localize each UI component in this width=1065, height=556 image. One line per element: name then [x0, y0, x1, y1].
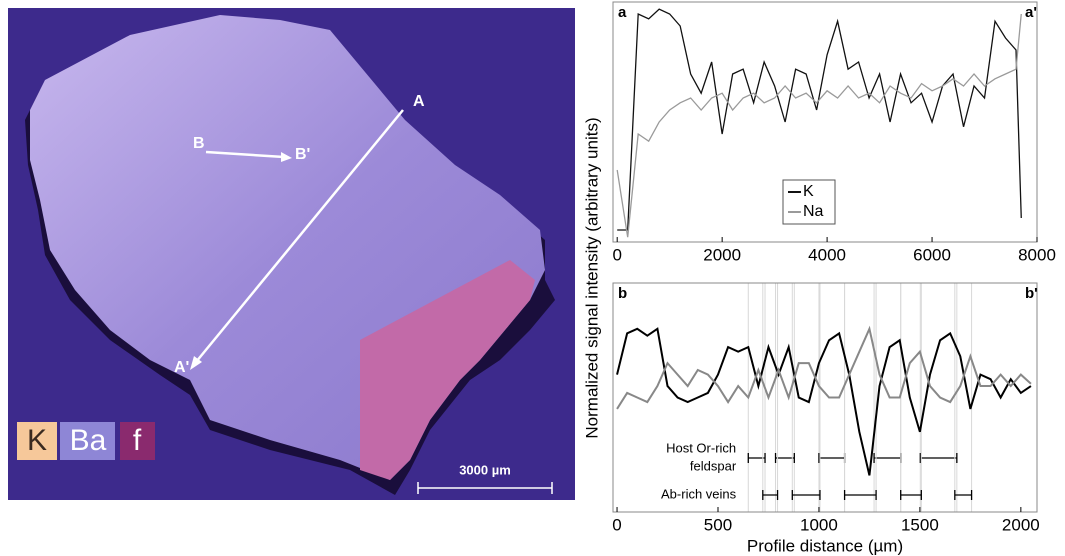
- series-line: [616, 327, 1032, 476]
- x-tick-label: 1000: [800, 515, 838, 534]
- x-tick-label: 4000: [808, 245, 846, 264]
- legend-box: [782, 179, 836, 225]
- arrowhead: [190, 356, 202, 370]
- interval-bracket: [774, 453, 795, 463]
- interval-bracket: [747, 453, 766, 463]
- legend-label: Na: [803, 203, 824, 220]
- scale-label: 3000 µm: [459, 462, 511, 477]
- interval-bracket: [919, 453, 958, 463]
- point-label: B': [295, 146, 310, 163]
- panel-label: b: [618, 285, 627, 302]
- interval-bracket: [762, 490, 779, 500]
- interval-bracket: [954, 490, 973, 500]
- legend-label: K: [27, 424, 47, 457]
- panel-label: a': [1025, 4, 1037, 21]
- series-line: [617, 8, 1022, 231]
- interval-label: feldspar: [690, 458, 737, 473]
- interval-label: Ab-rich veins: [661, 486, 737, 501]
- profile-a: [195, 109, 404, 363]
- x-tick-label: 8000: [1018, 245, 1056, 264]
- x-tick-label: 6000: [913, 245, 951, 264]
- legend-swatch: [120, 422, 155, 460]
- plot-frame: [612, 282, 1038, 513]
- legend-label: Ba: [70, 424, 107, 457]
- legend-swatch: [17, 422, 57, 460]
- plot-frame: [612, 1, 1038, 243]
- interval-bracket: [818, 453, 846, 463]
- interval-label: Host Or-rich: [666, 440, 736, 455]
- x-tick-label: 0: [612, 245, 621, 264]
- x-axis-label: Profile distance (µm): [747, 536, 903, 555]
- interval-bracket: [791, 490, 821, 500]
- interval-bracket: [843, 490, 877, 500]
- ba-band: [360, 260, 535, 480]
- x-tick-label: 1500: [901, 515, 939, 534]
- legend-swatch: [60, 422, 115, 460]
- x-tick-label: 500: [704, 515, 732, 534]
- interval-bracket: [900, 490, 922, 500]
- profile-b: [205, 150, 285, 159]
- series-line: [616, 13, 1022, 238]
- arrowhead: [281, 152, 292, 162]
- legend-label: f: [133, 424, 142, 457]
- series-line: [616, 325, 1032, 410]
- interval-bracket: [873, 453, 902, 463]
- x-tick-label: 2000: [703, 245, 741, 264]
- point-label: A': [174, 359, 189, 376]
- micrograph: A A' B B' K Ba f 3000 µm: [8, 8, 575, 500]
- legend-label: K: [803, 183, 814, 200]
- scale-bar: [417, 482, 553, 494]
- panel-label: b': [1025, 285, 1038, 302]
- x-tick-label: 0: [612, 515, 621, 534]
- x-tick-label: 2000: [1002, 515, 1040, 534]
- point-label: B: [193, 135, 205, 152]
- point-label: A: [413, 93, 425, 110]
- panel-label: a: [618, 4, 627, 21]
- y-axis-label: Normalized signal intensity (arbitrary u…: [582, 117, 601, 438]
